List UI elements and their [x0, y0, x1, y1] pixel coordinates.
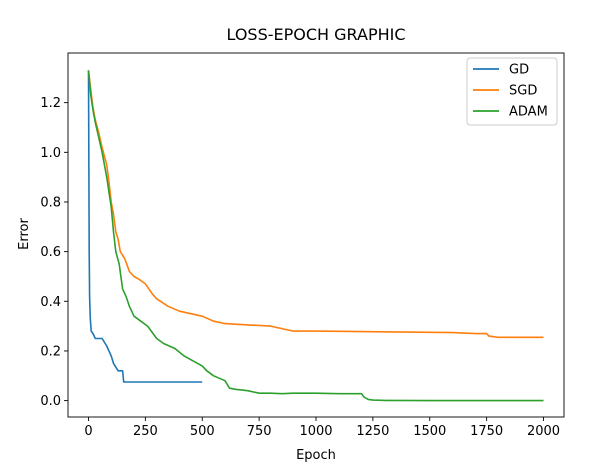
legend-label-adam: ADAM	[509, 105, 548, 120]
x-tick-label: 1250	[356, 424, 389, 439]
y-tick-label: 1.2	[40, 96, 61, 111]
x-tick-label: 750	[247, 424, 272, 439]
x-tick-label: 2000	[527, 424, 560, 439]
legend-label-sgd: SGD	[509, 84, 537, 99]
y-tick-label: 0.6	[40, 245, 61, 260]
legend-label-gd: GD	[509, 63, 529, 78]
legend: GD SGD ADAM	[466, 57, 558, 126]
y-tick-label: 0.8	[40, 195, 61, 210]
plot-area: 0 250 500 750 1000 1250 1500 1750 2000 0.0 0.2 0.4 0…	[40, 52, 565, 439]
x-tick-label: 250	[133, 424, 158, 439]
y-tick-label: 1.0	[40, 146, 61, 161]
chart-title: LOSS-EPOCH GRAPHIC	[226, 25, 405, 44]
legend-box	[466, 57, 558, 126]
series-line-adam	[87, 70, 544, 402]
y-tick-label: 0.0	[40, 394, 61, 409]
x-tick-label: 1000	[299, 424, 332, 439]
x-tick-label: 1500	[413, 424, 446, 439]
x-tick-label: 500	[190, 424, 215, 439]
x-tick-label: 1750	[470, 424, 503, 439]
y-tick-label: 0.4	[40, 295, 61, 310]
y-axis-label: Error	[17, 218, 32, 250]
x-axis-label: Epoch	[296, 448, 336, 463]
x-tick-label: 0	[84, 424, 92, 439]
series-line-gd	[87, 70, 203, 383]
y-tick-label: 0.2	[40, 344, 61, 359]
series-line-sgd	[87, 70, 544, 339]
